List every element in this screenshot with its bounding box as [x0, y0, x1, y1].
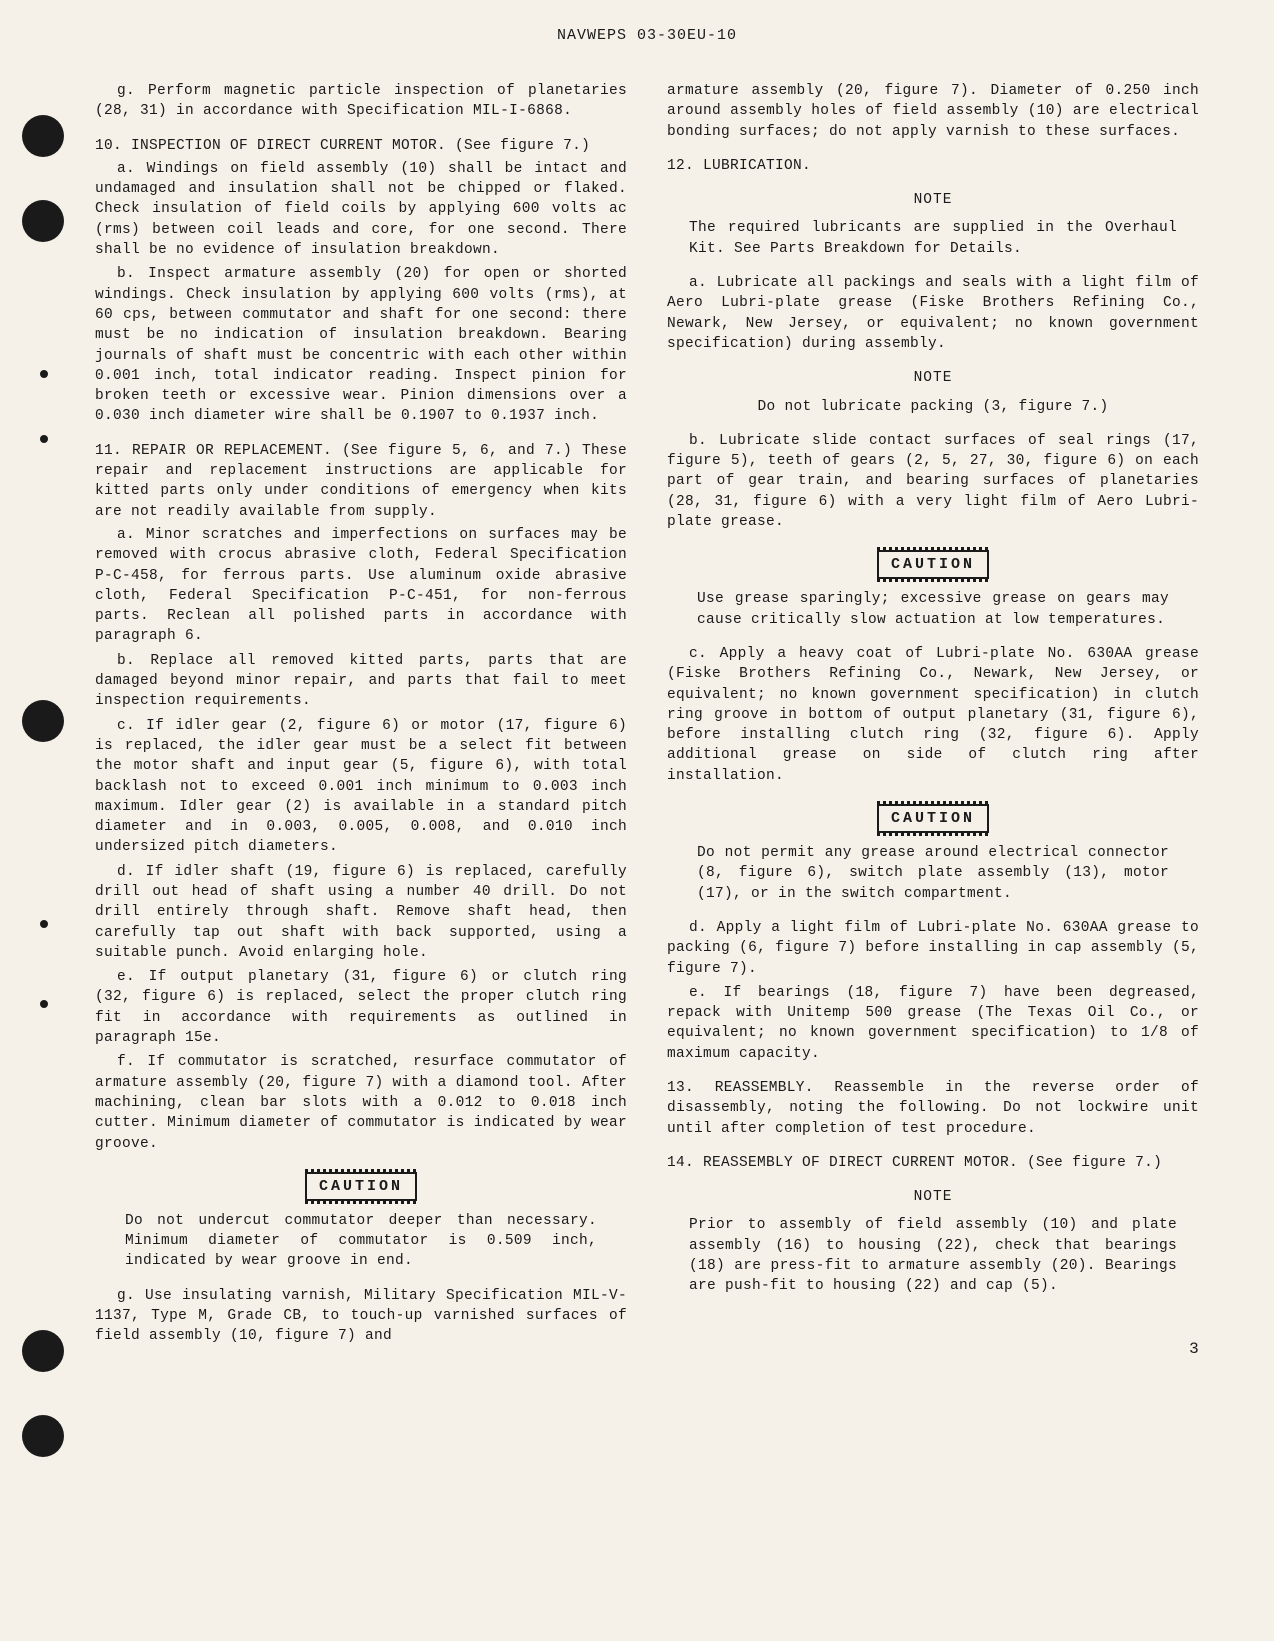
note-2-text: Do not lubricate packing (3, figure 7.) [689, 397, 1177, 417]
para-10a: a. Windings on field assembly (10) shall… [95, 159, 627, 260]
section-14-title: 14. REASSEMBLY OF DIRECT CURRENT MOTOR. … [667, 1153, 1199, 1173]
note-3-text: Prior to assembly of field assembly (10)… [689, 1215, 1177, 1296]
caution-3-wrap: CAUTION [667, 790, 1199, 843]
para-12c: c. Apply a heavy coat of Lubri-plate No.… [667, 644, 1199, 786]
left-column: g. Perform magnetic particle inspection … [95, 81, 627, 1351]
para-12d: d. Apply a light film of Lubri-plate No.… [667, 918, 1199, 979]
para-10b: b. Inspect armature assembly (20) for op… [95, 264, 627, 426]
caution-1-label: CAUTION [305, 1172, 417, 1201]
caution-1-text: Do not undercut commutator deeper than n… [125, 1211, 597, 1272]
para-11f: f. If commutator is scratched, resurface… [95, 1052, 627, 1153]
note-1-text: The required lubricants are supplied in … [689, 218, 1177, 259]
para-11b: b. Replace all removed kitted parts, par… [95, 651, 627, 712]
para-11a: a. Minor scratches and imperfections on … [95, 525, 627, 647]
small-dot [40, 1000, 48, 1008]
punch-hole [22, 200, 64, 242]
content-container: g. Perform magnetic particle inspection … [95, 81, 1199, 1351]
para-12a: a. Lubricate all packings and seals with… [667, 273, 1199, 354]
para-11g: g. Use insulating varnish, Military Spec… [95, 1286, 627, 1347]
punch-hole [22, 115, 64, 157]
small-dot [40, 920, 48, 928]
para-11c: c. If idler gear (2, figure 6) or motor … [95, 716, 627, 858]
para-11e: e. If output planetary (31, figure 6) or… [95, 967, 627, 1048]
page-number: 3 [1189, 1338, 1199, 1360]
note-1-label: NOTE [667, 190, 1199, 210]
caution-3-label: CAUTION [877, 804, 989, 833]
note-3-label: NOTE [667, 1187, 1199, 1207]
section-13-title: 13. REASSEMBLY. Reassemble in the revers… [667, 1078, 1199, 1139]
para-11d: d. If idler shaft (19, figure 6) is repl… [95, 862, 627, 963]
caution-1-wrap: CAUTION [95, 1158, 627, 1211]
para-12b: b. Lubricate slide contact surfaces of s… [667, 431, 1199, 532]
para-g: g. Perform magnetic particle inspection … [95, 81, 627, 122]
section-12-title: 12. LUBRICATION. [667, 156, 1199, 176]
caution-2-wrap: CAUTION [667, 536, 1199, 589]
punch-hole [22, 1330, 64, 1372]
caution-3-text: Do not permit any grease around electric… [697, 843, 1169, 904]
document-header: NAVWEPS 03-30EU-10 [95, 25, 1199, 46]
para-12e: e. If bearings (18, figure 7) have been … [667, 983, 1199, 1064]
small-dot [40, 370, 48, 378]
right-column: armature assembly (20, figure 7). Diamet… [667, 81, 1199, 1351]
note-2-label: NOTE [667, 368, 1199, 388]
small-dot [40, 435, 48, 443]
section-11-title: 11. REPAIR OR REPLACEMENT. (See figure 5… [95, 441, 627, 522]
caution-2-text: Use grease sparingly; excessive grease o… [697, 589, 1169, 630]
para-continuation: armature assembly (20, figure 7). Diamet… [667, 81, 1199, 142]
punch-hole [22, 1415, 64, 1457]
punch-hole [22, 700, 64, 742]
section-10-title: 10. INSPECTION OF DIRECT CURRENT MOTOR. … [95, 136, 627, 156]
caution-2-label: CAUTION [877, 550, 989, 579]
